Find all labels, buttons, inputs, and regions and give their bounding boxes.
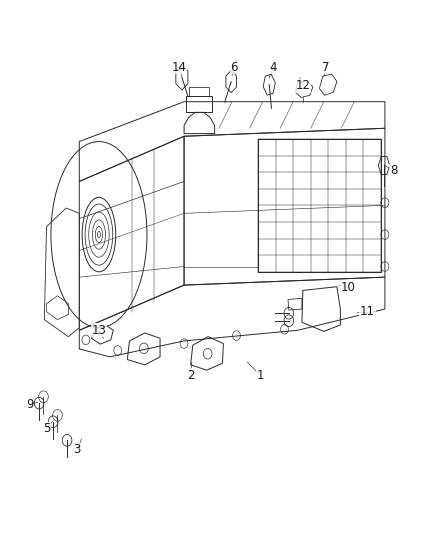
Text: 3: 3 <box>74 443 81 456</box>
Text: 4: 4 <box>270 61 277 74</box>
Bar <box>189 87 209 96</box>
Text: 7: 7 <box>322 61 330 74</box>
Text: 12: 12 <box>296 79 311 92</box>
Bar <box>186 96 212 112</box>
Text: 6: 6 <box>230 61 238 74</box>
Text: 10: 10 <box>340 281 355 294</box>
Text: 8: 8 <box>390 164 397 177</box>
Text: 11: 11 <box>360 305 375 318</box>
Text: 13: 13 <box>92 324 106 337</box>
Text: 1: 1 <box>257 369 264 382</box>
Text: 14: 14 <box>171 61 186 74</box>
Text: 2: 2 <box>187 369 194 382</box>
Text: 9: 9 <box>26 398 34 411</box>
Text: 5: 5 <box>43 422 50 435</box>
Bar <box>258 139 381 272</box>
